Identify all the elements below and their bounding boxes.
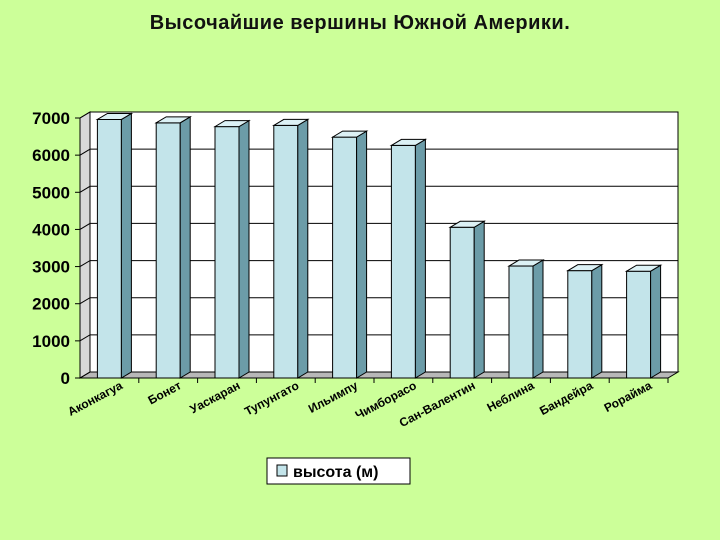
bar-3 xyxy=(213,119,251,379)
bar-top xyxy=(565,264,604,272)
bar-side xyxy=(532,259,544,379)
bar-7 xyxy=(448,220,487,379)
bar-front xyxy=(332,136,358,379)
bar-6 xyxy=(389,138,428,379)
bar-front xyxy=(155,122,181,379)
y-tick-label: 2000 xyxy=(32,295,70,314)
gridline xyxy=(79,185,678,193)
bar-5 xyxy=(330,130,369,379)
bar-side xyxy=(414,138,426,379)
legend-swatch xyxy=(276,464,288,477)
bar-side xyxy=(473,220,485,379)
x-axis: Аконкагуа Бонет Уаскаран Тупунгато ИльимпуЧи… xyxy=(65,377,669,430)
x-category-label: Бандейра xyxy=(537,378,595,418)
bar-front xyxy=(567,270,593,379)
y-tick-label: 6000 xyxy=(32,146,70,165)
bar-8 xyxy=(507,259,545,379)
bar-top xyxy=(271,118,310,126)
y-tick-label: 7000 xyxy=(32,109,70,128)
y-axis: 0 1000 2000 3000 4000 5000 6000 7000 xyxy=(32,109,81,388)
x-category-label: Неблина xyxy=(485,378,537,415)
bar-front xyxy=(508,265,534,379)
bar-1 xyxy=(95,112,134,379)
x-category-label: Рорайма xyxy=(602,378,655,415)
legend-label: высота (м) xyxy=(293,464,378,481)
x-category-label: Бонет xyxy=(146,378,184,407)
y-tick-label: 5000 xyxy=(32,183,70,202)
bar-top xyxy=(154,116,193,124)
legend: высота (м) xyxy=(266,457,411,485)
gridline xyxy=(79,148,678,156)
bar-side xyxy=(650,264,662,379)
bar-top xyxy=(95,112,134,120)
bar-2 xyxy=(154,115,193,379)
bar-top xyxy=(507,259,545,267)
bar-front xyxy=(626,270,652,379)
bar-front xyxy=(96,118,122,379)
legend-box xyxy=(266,457,411,485)
bar-4 xyxy=(271,118,310,379)
x-category-label: Тупунгато xyxy=(242,378,301,418)
bar-side xyxy=(297,118,309,379)
bar-side xyxy=(356,130,368,379)
bar-side xyxy=(179,115,191,379)
gridline xyxy=(79,111,678,119)
bar-9 xyxy=(565,263,604,379)
bar-front xyxy=(273,124,299,379)
bars xyxy=(95,112,663,379)
bar-top xyxy=(624,264,663,272)
x-category-label: Аконкагуа xyxy=(65,378,125,419)
bar-top xyxy=(448,220,487,228)
y-tick-label: 0 xyxy=(61,369,70,388)
bar-side xyxy=(120,112,132,379)
y-tick-label: 1000 xyxy=(32,332,70,351)
chart-title: Высочайшие вершины Южной Америки. xyxy=(149,12,571,34)
x-category-label: Уаскаран xyxy=(187,378,242,416)
bar-top xyxy=(213,120,251,128)
y-tick-label: 4000 xyxy=(32,220,70,239)
bar-top xyxy=(330,130,369,138)
bar-front xyxy=(214,126,240,379)
bar-10 xyxy=(624,264,663,379)
bar-front xyxy=(390,144,416,379)
bar-front xyxy=(449,226,475,379)
bar-top xyxy=(389,138,428,146)
y-tick-label: 3000 xyxy=(32,258,70,277)
bar-side xyxy=(238,119,250,379)
bar-side xyxy=(591,263,603,379)
